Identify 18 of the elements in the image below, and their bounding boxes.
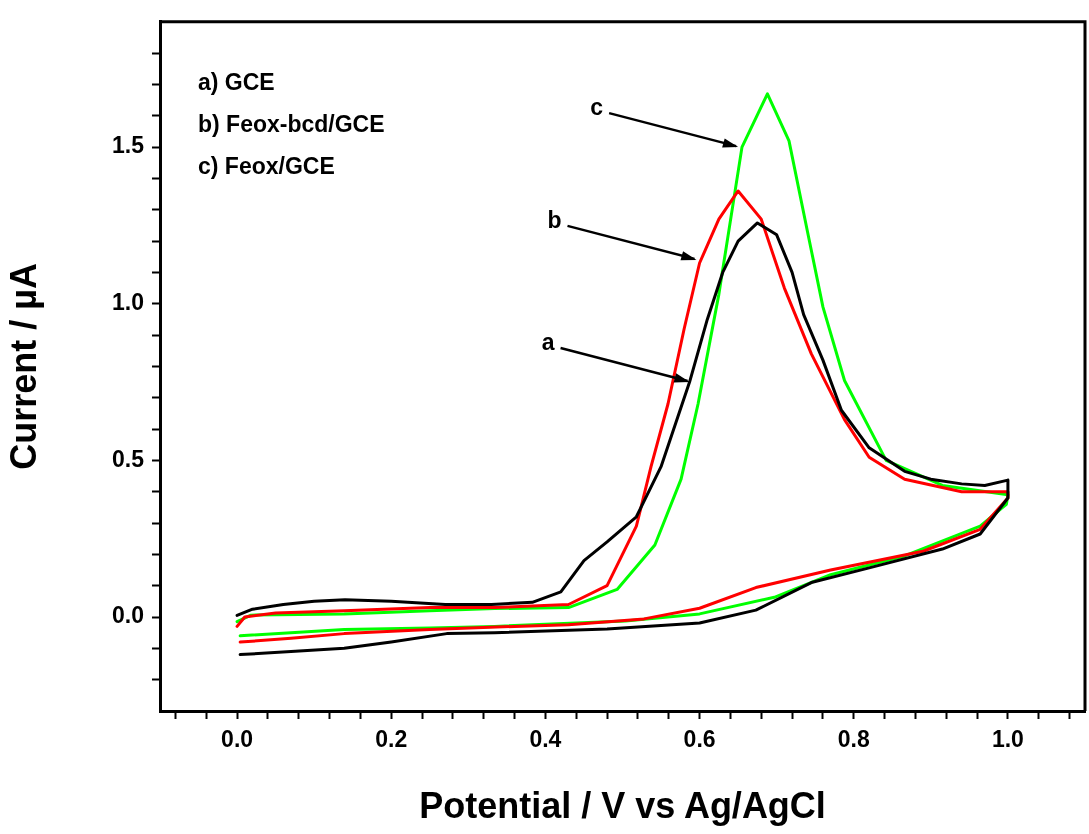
x-tick-label: 0.2 [375,726,408,753]
annotation: b [547,207,562,234]
x-tick-label: 0.0 [221,726,254,753]
y-axis-title: Current / µA [2,263,44,470]
annotation: c) Feox/GCE [198,153,335,180]
annotation: c [590,94,604,121]
y-tick-label: 0.0 [112,602,144,629]
x-tick-label: 0.4 [529,726,562,753]
annotation: a) GCE [198,69,275,96]
y-tick-label: 1.5 [112,132,145,159]
x-axis-title: Potential / V vs Ag/AgCl [419,785,826,827]
annotation: b) Feox-bcd/GCE [198,111,385,138]
x-tick-label: 0.8 [837,726,870,753]
annotation: a [541,329,555,356]
y-tick-label: 1.0 [112,289,144,316]
x-tick-label: 0.6 [683,726,716,753]
x-tick-label: 1.0 [991,726,1024,753]
y-tick-label: 0.5 [112,445,145,472]
